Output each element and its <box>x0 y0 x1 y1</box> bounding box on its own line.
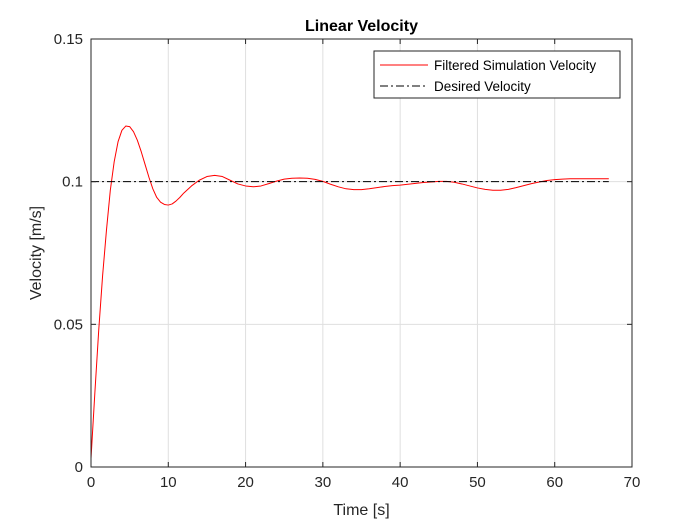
legend-label-filtered: Filtered Simulation Velocity <box>434 58 596 73</box>
series-layer <box>90 125 609 459</box>
grid <box>91 39 632 467</box>
legend-box <box>373 50 621 99</box>
y-tick-label: 0.15 <box>54 31 83 48</box>
y-tick-label: 0.1 <box>62 174 83 191</box>
y-tick-label: 0.05 <box>54 316 83 333</box>
y-tick-label: 0 <box>75 459 83 476</box>
x-tick-label: 70 <box>624 474 641 491</box>
x-tick-label: 50 <box>469 474 486 491</box>
ticks: 0 10 20 30 40 50 60 70 0 0.05 0.1 0.15 <box>54 31 641 491</box>
x-tick-label: 10 <box>160 474 177 491</box>
series-line-filtered-simulation-velocity <box>90 125 609 459</box>
x-axis-label: Time [s] <box>333 502 389 519</box>
chart-title: Linear Velocity <box>305 18 418 35</box>
legend-label-desired: Desired Velocity <box>434 79 531 94</box>
x-tick-label: 30 <box>315 474 332 491</box>
x-tick-label: 40 <box>392 474 409 491</box>
x-tick-label: 60 <box>546 474 563 491</box>
x-tick-label: 0 <box>87 474 95 491</box>
plot-area <box>91 39 632 467</box>
legend: Filtered Simulation Velocity Desired Vel… <box>373 50 621 99</box>
axes-box <box>90 38 633 468</box>
x-tick-label: 20 <box>237 474 254 491</box>
y-axis-label: Velocity [m/s] <box>28 206 45 300</box>
